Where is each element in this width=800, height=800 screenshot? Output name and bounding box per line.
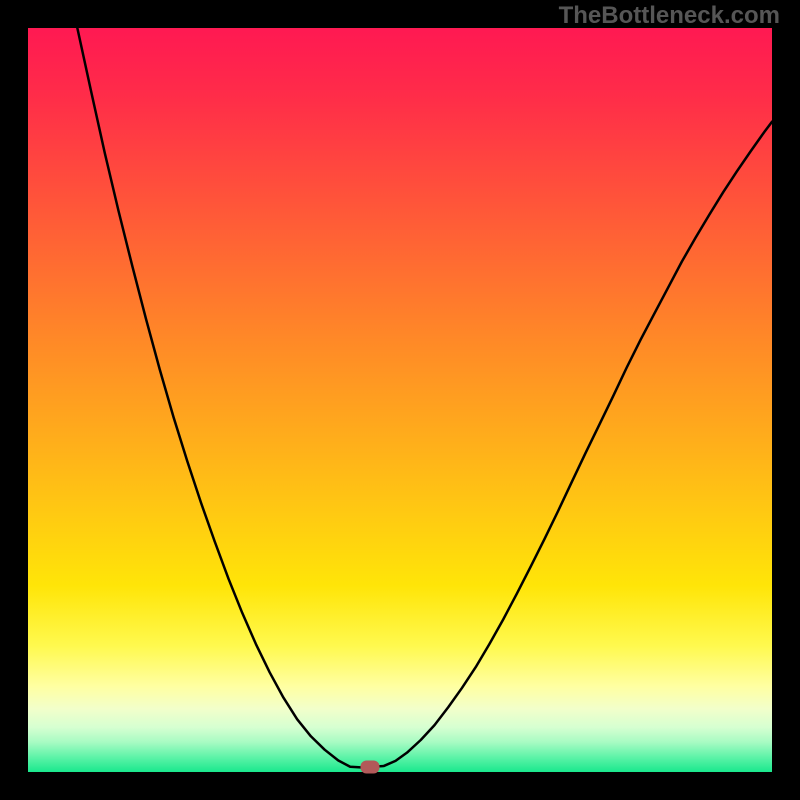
bottleneck-curve	[77, 28, 772, 768]
optimum-marker	[360, 760, 379, 773]
watermark-text: TheBottleneck.com	[559, 2, 780, 30]
curve-layer	[28, 28, 772, 772]
plot-area	[28, 28, 772, 772]
chart-frame: TheBottleneck.com	[0, 0, 800, 800]
